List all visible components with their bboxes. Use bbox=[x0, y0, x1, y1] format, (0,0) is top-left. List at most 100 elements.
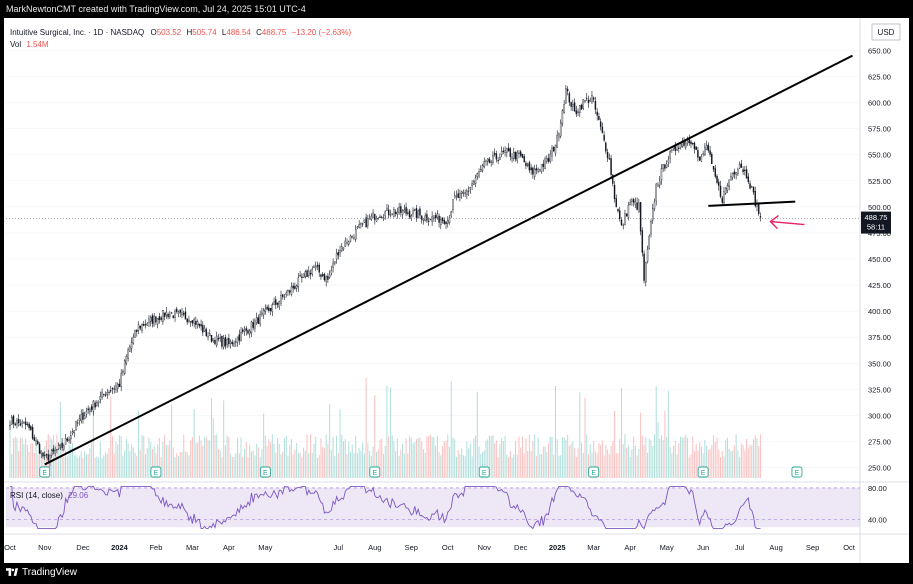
volume-bar bbox=[120, 435, 122, 478]
volume-bar bbox=[709, 448, 711, 478]
chart-svg[interactable]: E E E E E E E E 650.00 625.00 600.00 575.00 550.00 5… bbox=[4, 18, 909, 563]
candle-body bbox=[448, 217, 451, 223]
candle-body bbox=[330, 269, 333, 274]
volume-bar bbox=[365, 378, 367, 478]
volume-bar bbox=[84, 451, 86, 478]
candle-body bbox=[540, 164, 543, 173]
volume-bar bbox=[26, 445, 28, 478]
candle-body bbox=[584, 100, 586, 102]
volume-bar bbox=[627, 445, 629, 478]
volume-bar bbox=[276, 437, 279, 478]
volume-bar bbox=[683, 437, 685, 478]
volume-bar bbox=[612, 441, 614, 478]
drawings[interactable] bbox=[6, 54, 860, 466]
candle-body bbox=[577, 111, 579, 113]
candle-body bbox=[24, 421, 27, 426]
candle-body bbox=[480, 169, 482, 172]
earnings-marker bbox=[39, 466, 51, 478]
rsi-pane[interactable] bbox=[10, 485, 761, 530]
candle-body bbox=[506, 148, 508, 153]
candle-body bbox=[90, 406, 93, 410]
candle-body bbox=[31, 427, 34, 439]
candle-body bbox=[348, 241, 350, 245]
volume-bar bbox=[289, 445, 291, 478]
volume-bar bbox=[129, 451, 131, 478]
candle-body bbox=[471, 183, 473, 186]
volume-bar bbox=[558, 455, 560, 478]
price-tick-label: 375.00 bbox=[868, 333, 891, 342]
volume-bar bbox=[138, 410, 140, 478]
volume-bar bbox=[28, 452, 30, 478]
candle-body bbox=[500, 150, 503, 155]
candle-body bbox=[594, 100, 597, 110]
currency-label[interactable]: USD bbox=[878, 28, 895, 37]
volume-bar bbox=[497, 457, 499, 478]
volume-bar bbox=[197, 442, 199, 478]
candle-body bbox=[236, 336, 239, 343]
volume-bar bbox=[544, 446, 546, 478]
volume-bar bbox=[23, 444, 25, 478]
candle-body bbox=[542, 163, 545, 167]
volume-bar bbox=[287, 455, 289, 478]
volume-bar bbox=[388, 436, 390, 478]
candle-body bbox=[130, 342, 133, 349]
candle-body bbox=[47, 454, 49, 461]
volume-bar bbox=[487, 439, 489, 478]
price-tick-label: 325.00 bbox=[868, 385, 891, 394]
candle-body bbox=[429, 219, 432, 221]
volume-bar bbox=[141, 434, 143, 478]
candle-body bbox=[513, 151, 515, 159]
volume-bar bbox=[422, 448, 424, 478]
candle-body bbox=[427, 220, 430, 222]
candle-body bbox=[101, 391, 103, 398]
candle-body bbox=[158, 316, 161, 321]
volume-bar bbox=[746, 438, 748, 478]
candle-body bbox=[516, 151, 518, 161]
volume-bar bbox=[75, 454, 77, 478]
earnings-marker bbox=[697, 466, 709, 478]
volume-bar bbox=[443, 441, 445, 478]
price-pane-bg bbox=[6, 20, 860, 478]
candle-body bbox=[620, 219, 623, 225]
volume-bar bbox=[266, 446, 268, 478]
currency-box[interactable] bbox=[871, 23, 901, 41]
candle-body bbox=[136, 329, 138, 332]
volume-bar bbox=[624, 434, 626, 478]
candle-body bbox=[287, 289, 289, 292]
volume-bar bbox=[688, 457, 690, 478]
volume-bar bbox=[334, 456, 336, 478]
earnings-marker-label: E bbox=[42, 470, 47, 477]
volume-bar bbox=[377, 449, 379, 478]
volume-bar bbox=[492, 435, 494, 478]
volume-bar bbox=[32, 443, 34, 478]
candle-body bbox=[96, 402, 98, 406]
volume-bar bbox=[311, 453, 313, 478]
volume-bar bbox=[752, 439, 755, 478]
candle-body bbox=[598, 116, 600, 120]
candle-body bbox=[650, 221, 652, 235]
candle-body bbox=[481, 165, 484, 171]
volume-bar bbox=[108, 448, 110, 478]
candle-body bbox=[87, 408, 89, 411]
candle-body bbox=[306, 270, 308, 278]
volume-bar bbox=[476, 391, 478, 478]
volume-bar bbox=[431, 436, 433, 478]
candle-body bbox=[493, 152, 496, 155]
candle-body bbox=[652, 208, 654, 221]
volume-bar bbox=[37, 454, 39, 478]
volume-bar bbox=[678, 443, 680, 478]
time-tick-label: Jul bbox=[334, 543, 344, 552]
chart-canvas[interactable]: E E E E E E E E 650.00 625.00 600.00 575.00 550.00 5… bbox=[4, 18, 909, 563]
tradingview-logo[interactable]: TradingView bbox=[6, 567, 77, 578]
candles[interactable] bbox=[9, 84, 762, 467]
volume-bar bbox=[270, 442, 272, 478]
candle-body bbox=[724, 187, 727, 194]
candle-body bbox=[141, 324, 143, 331]
candle-body bbox=[412, 210, 414, 215]
candle-body bbox=[685, 143, 687, 148]
candle-body bbox=[304, 271, 307, 277]
volume-bar bbox=[499, 443, 501, 478]
candle-body bbox=[349, 235, 352, 242]
volume-bar bbox=[600, 445, 602, 478]
